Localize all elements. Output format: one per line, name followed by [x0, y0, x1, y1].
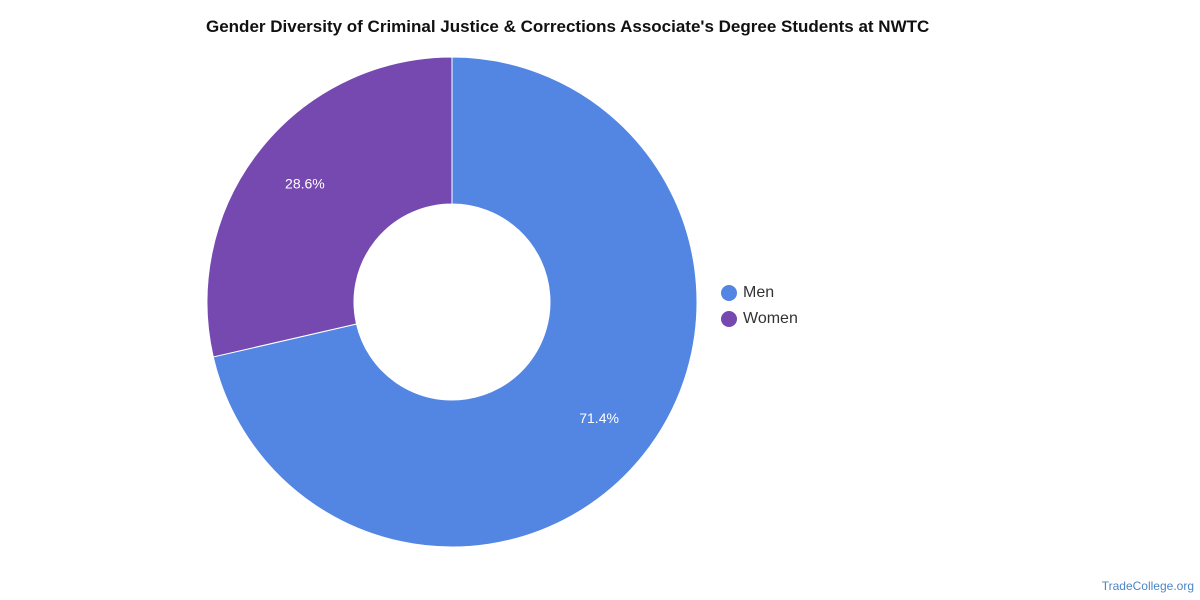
slice-label-men: 71.4%	[579, 410, 619, 426]
slice-labels-group: 71.4% 28.6%	[285, 176, 619, 426]
legend-swatch-men	[721, 285, 737, 301]
legend: Men Women	[721, 280, 798, 332]
slice-men[interactable]	[212, 56, 698, 548]
chart-title: Gender Diversity of Criminal Justice & C…	[206, 17, 930, 36]
slices-group	[206, 56, 698, 548]
legend-item-women[interactable]: Women	[721, 306, 798, 332]
slice-women[interactable]	[206, 56, 453, 358]
slice-label-women: 28.6%	[285, 176, 325, 192]
legend-label-men: Men	[743, 284, 775, 301]
watermark-link[interactable]: TradeCollege.org	[1101, 579, 1194, 593]
legend-label-women: Women	[743, 310, 798, 327]
legend-item-men[interactable]: Men	[721, 280, 798, 306]
legend-swatch-women	[721, 311, 737, 327]
